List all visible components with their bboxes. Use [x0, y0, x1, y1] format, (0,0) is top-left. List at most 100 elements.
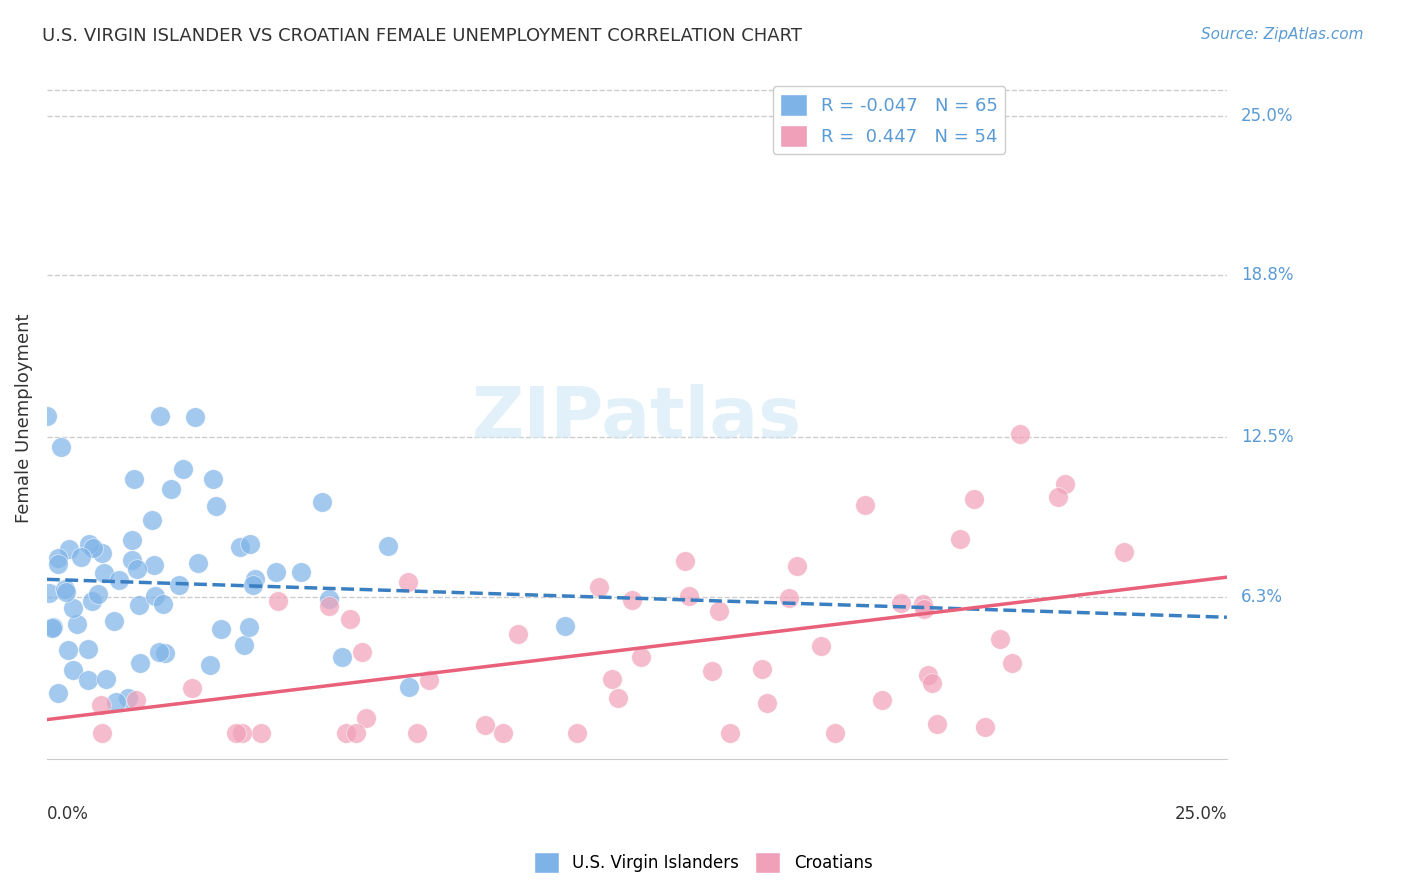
Point [38, 585, 60, 599]
Point [718, 726, 741, 740]
Text: ZIPatlas: ZIPatlas [472, 384, 801, 452]
Point [1047, 490, 1070, 504]
Point [231, 726, 253, 740]
Point [350, 645, 373, 659]
Point [318, 599, 340, 614]
Point [198, 658, 221, 673]
Point [492, 726, 515, 740]
Point [225, 726, 247, 740]
Point [41, 621, 63, 635]
Point [66, 616, 89, 631]
Point [62, 600, 84, 615]
Point [148, 645, 170, 659]
Point [243, 573, 266, 587]
Point [37, 409, 59, 423]
Point [872, 692, 894, 706]
Point [778, 591, 800, 605]
Point [104, 694, 127, 708]
Point [1054, 477, 1077, 491]
Point [554, 619, 576, 633]
Point [810, 640, 832, 654]
Point [335, 726, 357, 740]
Point [921, 676, 943, 690]
Point [238, 619, 260, 633]
Text: Source: ZipAtlas.com: Source: ZipAtlas.com [1201, 27, 1364, 42]
Point [107, 574, 129, 588]
Point [229, 540, 252, 554]
Text: 18.8%: 18.8% [1241, 267, 1294, 285]
Point [129, 656, 152, 670]
Point [318, 592, 340, 607]
Point [172, 462, 194, 476]
Text: 12.5%: 12.5% [1241, 428, 1294, 446]
Point [149, 409, 172, 423]
Point [58, 542, 80, 557]
Point [630, 649, 652, 664]
Point [267, 593, 290, 607]
Point [702, 664, 724, 678]
Point [673, 554, 696, 568]
Point [121, 553, 143, 567]
Point [184, 410, 207, 425]
Text: 0.0%: 0.0% [46, 805, 89, 823]
Point [339, 612, 361, 626]
Point [91, 726, 114, 740]
Point [853, 498, 876, 512]
Point [46, 686, 69, 700]
Point [141, 513, 163, 527]
Point [824, 726, 846, 740]
Point [70, 549, 93, 564]
Point [94, 672, 117, 686]
Point [51, 440, 73, 454]
Text: 25.0%: 25.0% [1174, 805, 1227, 823]
Point [354, 711, 377, 725]
Point [201, 472, 224, 486]
Point [707, 603, 730, 617]
Point [588, 580, 610, 594]
Point [56, 642, 79, 657]
Point [418, 673, 440, 687]
Point [474, 717, 496, 731]
Point [239, 537, 262, 551]
Point [204, 500, 226, 514]
Point [621, 593, 644, 607]
Point [264, 565, 287, 579]
Point [600, 672, 623, 686]
Point [82, 541, 104, 556]
Point [963, 492, 986, 507]
Point [917, 667, 939, 681]
Point [167, 578, 190, 592]
Point [48, 557, 70, 571]
Point [949, 533, 972, 547]
Point [242, 578, 264, 592]
Text: U.S. VIRGIN ISLANDER VS CROATIAN FEMALE UNEMPLOYMENT CORRELATION CHART: U.S. VIRGIN ISLANDER VS CROATIAN FEMALE … [42, 27, 803, 45]
Point [678, 589, 700, 603]
Point [290, 565, 312, 579]
Point [1010, 427, 1032, 442]
Point [127, 561, 149, 575]
Point [187, 557, 209, 571]
Point [508, 626, 530, 640]
Point [87, 587, 110, 601]
Point [155, 646, 177, 660]
Point [311, 495, 333, 509]
Point [128, 598, 150, 612]
Point [62, 663, 84, 677]
Point [250, 726, 273, 740]
Point [143, 589, 166, 603]
Point [988, 632, 1011, 646]
Legend: U.S. Virgin Islanders, Croatians: U.S. Virgin Islanders, Croatians [527, 846, 879, 880]
Point [90, 698, 112, 713]
Point [925, 716, 948, 731]
Point [973, 720, 995, 734]
Point [344, 726, 367, 740]
Point [152, 597, 174, 611]
Point [125, 693, 148, 707]
Point [1112, 545, 1135, 559]
Point [122, 472, 145, 486]
Point [377, 540, 399, 554]
Point [398, 681, 420, 695]
Point [76, 673, 98, 688]
Point [46, 550, 69, 565]
Point [121, 533, 143, 547]
